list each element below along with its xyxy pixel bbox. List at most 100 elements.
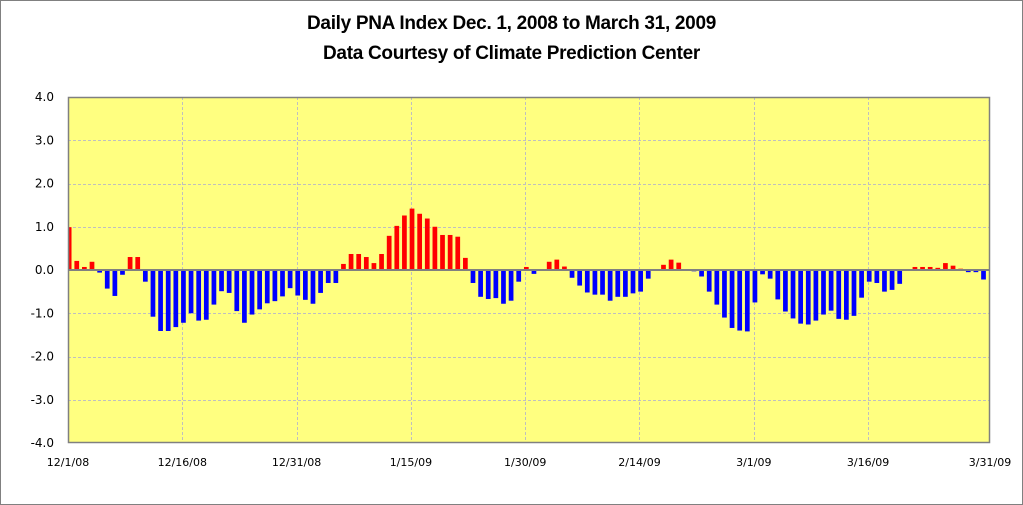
bar-day-10 <box>135 257 141 270</box>
bar-day-96 <box>790 270 796 319</box>
bar-day-104 <box>851 270 857 316</box>
bar-day-47 <box>417 213 423 270</box>
bar-day-109 <box>889 270 895 290</box>
bar-day-64 <box>546 261 552 270</box>
bar-day-28 <box>272 270 278 302</box>
bar-day-23 <box>234 270 240 312</box>
x-tick-label: 3/1/09 <box>736 456 771 469</box>
bar-day-121 <box>981 270 986 280</box>
bar-day-81 <box>676 262 682 270</box>
bar-day-54 <box>470 270 476 283</box>
y-tick-label: 4.0 <box>35 90 54 104</box>
bar-day-80 <box>668 259 674 270</box>
bar-day-71 <box>600 270 605 295</box>
bar-day-46 <box>409 208 415 270</box>
bar-day-70 <box>592 270 598 295</box>
plot-border <box>67 96 991 444</box>
bar-day-15 <box>173 270 179 328</box>
bar-day-24 <box>242 270 247 323</box>
bar-day-17 <box>188 270 194 314</box>
bar-day-7 <box>112 270 118 296</box>
bar-day-107 <box>874 270 880 283</box>
bar-day-110 <box>897 270 903 284</box>
bar-day-57 <box>493 270 499 299</box>
bar-day-40 <box>363 257 369 270</box>
bar-day-48 <box>424 218 430 270</box>
bar-day-33 <box>310 270 316 304</box>
bar-day-6 <box>104 270 110 289</box>
bar-day-69 <box>584 270 590 293</box>
x-tick-label: 12/31/08 <box>272 456 321 469</box>
bar-day-43 <box>386 235 392 270</box>
bar-day-67 <box>569 270 575 278</box>
bar-day-29 <box>280 270 285 297</box>
bar-day-117 <box>950 265 956 270</box>
x-tick-label: 1/30/09 <box>504 456 546 469</box>
y-axis-tick-labels: 4.0 3.0 2.0 1.0 0.0 -1.0 -2.0 -3.0 -4.0 <box>31 90 54 450</box>
bar-day-59 <box>508 270 514 301</box>
bar-day-19 <box>203 270 209 320</box>
x-tick-label: 3/16/09 <box>847 456 889 469</box>
bar-day-119 <box>965 270 971 273</box>
bar-day-45 <box>402 215 407 270</box>
x-tick-label: 12/1/08 <box>47 456 89 469</box>
bar-day-75 <box>630 270 636 294</box>
bar-day-91 <box>752 270 758 303</box>
bar-day-68 <box>577 270 583 286</box>
bar-day-36 <box>333 270 339 283</box>
bar-day-113 <box>920 266 925 270</box>
y-tick-label: 2.0 <box>35 177 54 191</box>
bar-day-50 <box>440 234 445 270</box>
bar-day-77 <box>645 270 651 279</box>
bar-day-30 <box>287 270 293 289</box>
bar-day-16 <box>181 270 186 323</box>
bar-day-2 <box>74 260 80 270</box>
bar-day-84 <box>699 270 704 277</box>
bar-day-51 <box>447 234 453 270</box>
bar-day-18 <box>196 270 202 321</box>
bar-day-35 <box>325 270 331 283</box>
bar-day-73 <box>615 270 621 297</box>
bar-day-99 <box>813 270 819 321</box>
bar-day-8 <box>120 270 125 275</box>
bar-day-55 <box>478 270 483 297</box>
bar-day-97 <box>798 270 803 324</box>
bar-day-112 <box>912 266 918 270</box>
bar-day-65 <box>554 259 560 270</box>
bar-day-87 <box>722 270 727 318</box>
y-tick-label: -3.0 <box>31 393 54 407</box>
bar-day-95 <box>783 270 788 312</box>
x-tick-label: 2/14/09 <box>618 456 660 469</box>
x-tick-label: 12/16/08 <box>158 456 207 469</box>
bar-day-89 <box>737 270 743 331</box>
bar-day-56 <box>485 270 491 299</box>
bar-day-38 <box>348 254 354 270</box>
bar-day-114 <box>927 266 933 270</box>
bar-day-115 <box>935 267 941 270</box>
bar-day-44 <box>394 225 400 270</box>
x-tick-label: 3/31/09 <box>969 456 1011 469</box>
bar-day-90 <box>744 270 750 332</box>
bar-day-72 <box>607 270 613 301</box>
bar-day-53 <box>463 257 468 270</box>
bar-day-103 <box>844 270 849 320</box>
chart-subtitle: Data Courtesy of Climate Prediction Cent… <box>323 43 700 64</box>
bar-day-34 <box>318 270 323 293</box>
bar-day-66 <box>562 266 567 270</box>
y-tick-label: -4.0 <box>31 436 54 450</box>
bar-day-74 <box>623 270 628 297</box>
bar-day-12 <box>150 270 156 317</box>
horizontal-gridlines <box>68 140 990 401</box>
y-tick-label: 0.0 <box>35 263 54 277</box>
bar-day-92 <box>760 270 765 275</box>
bar-day-3 <box>82 266 87 270</box>
bar-day-116 <box>943 263 948 270</box>
bar-day-32 <box>303 270 308 300</box>
bar-day-120 <box>973 270 979 273</box>
bar-day-60 <box>516 270 522 282</box>
bar-day-13 <box>158 270 163 331</box>
bar-day-101 <box>828 270 834 311</box>
y-tick-label: -2.0 <box>31 350 54 364</box>
bar-day-88 <box>729 270 735 328</box>
bar-day-5 <box>97 270 102 273</box>
